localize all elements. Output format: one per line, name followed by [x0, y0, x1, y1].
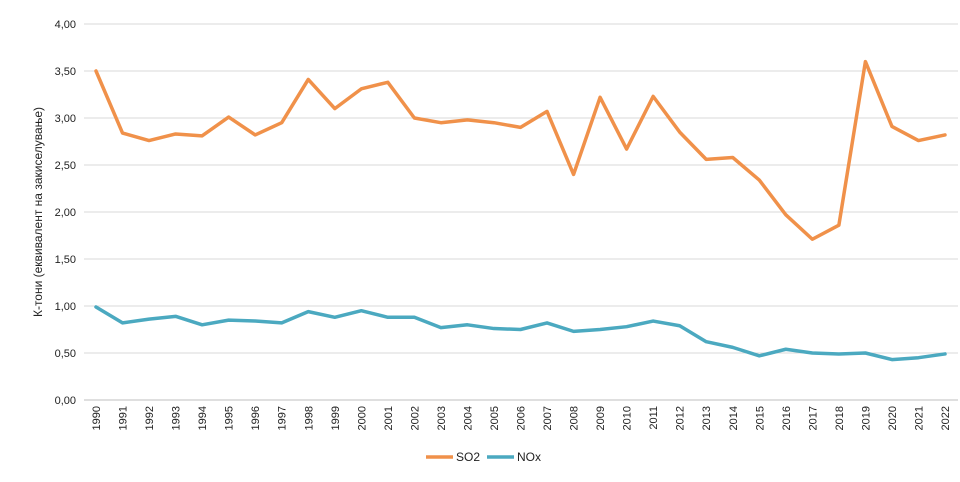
- x-tick-label: 2015: [754, 406, 766, 430]
- x-tick-label: 2008: [569, 406, 581, 430]
- x-tick-label: 2009: [595, 406, 607, 430]
- series-line-so2: [94, 59, 947, 242]
- x-tick-label: 2014: [728, 406, 740, 430]
- y-tick-label: 2,50: [55, 160, 76, 172]
- x-tick-label: 2007: [542, 406, 554, 430]
- x-tick-label: 2000: [356, 406, 368, 430]
- y-tick-label: 3,00: [55, 113, 76, 125]
- x-tick-label: 2001: [383, 406, 395, 430]
- legend-label: NOx: [517, 450, 541, 464]
- legend: SO2 NOx: [426, 450, 541, 464]
- x-tick-label: 2022: [940, 406, 952, 430]
- x-tick-label: 2021: [913, 406, 925, 430]
- series-line-nox: [94, 305, 947, 362]
- x-tick-label: 1997: [277, 406, 289, 430]
- x-tick-label: 1990: [91, 406, 103, 430]
- x-tick-label: 1992: [144, 406, 156, 430]
- x-tick-label: 1998: [303, 406, 315, 430]
- x-tick-label: 1999: [330, 406, 342, 430]
- x-tick-label: 2010: [622, 406, 634, 430]
- x-tick-label: 2019: [860, 406, 872, 430]
- x-tick-label: 2006: [516, 406, 528, 430]
- y-tick-label: 2,00: [55, 207, 76, 219]
- x-tick-label: 2005: [489, 406, 501, 430]
- x-tick-label: 1996: [250, 406, 262, 430]
- y-tick-label: 0,50: [55, 348, 76, 360]
- x-tick-label: 2013: [701, 406, 713, 430]
- x-tick-label: 1993: [171, 406, 183, 430]
- x-tick-label: 2003: [436, 406, 448, 430]
- y-tick-label: 4,00: [55, 19, 76, 31]
- x-tick-label: 2004: [462, 406, 474, 430]
- x-tick-label: 2002: [409, 406, 421, 430]
- x-tick-label: 2018: [834, 406, 846, 430]
- x-tick-label: 2016: [781, 406, 793, 430]
- y-axis-label: К-тони (еквивалент на закиселување): [31, 107, 45, 317]
- y-tick-label: 1,00: [55, 301, 76, 313]
- y-tick-label: 1,50: [55, 254, 76, 266]
- x-tick-label: 2017: [807, 406, 819, 430]
- x-tick-label: 1995: [224, 406, 236, 430]
- x-tick-label: 2011: [648, 406, 660, 430]
- x-tick-label: 1994: [197, 406, 209, 430]
- x-tick-label: 1991: [118, 406, 130, 430]
- x-tick-label: 2012: [675, 406, 687, 430]
- legend-label: SO2: [456, 450, 480, 464]
- y-tick-label: 0,00: [55, 395, 76, 407]
- y-tick-label: 3,50: [55, 66, 76, 78]
- x-tick-label: 2020: [887, 406, 899, 430]
